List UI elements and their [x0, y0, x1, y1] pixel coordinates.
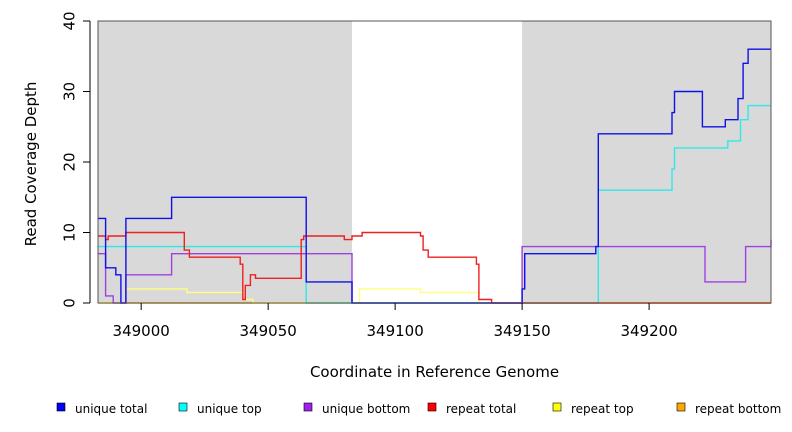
- y-tick-label: 40: [61, 11, 79, 30]
- x-tick-label: 349050: [240, 322, 297, 340]
- x-tick-label: 349100: [367, 322, 424, 340]
- legend-label: repeat bottom: [695, 402, 781, 416]
- x-tick-label: 349150: [493, 322, 550, 340]
- legend-item-unique-bottom: unique bottom: [303, 402, 410, 416]
- x-tick-label: 349000: [113, 322, 170, 340]
- legend-swatch: [178, 402, 188, 412]
- legend-swatch: [303, 402, 313, 412]
- legend-swatch: [427, 402, 437, 412]
- shaded-region-2: [522, 21, 771, 303]
- legend-label: unique total: [75, 402, 147, 416]
- series-line-unique-bottom: [98, 239, 772, 304]
- legend-label: unique bottom: [322, 402, 410, 416]
- legend-label: repeat top: [571, 402, 634, 416]
- y-axis: 0 10 20 30 40: [61, 11, 91, 308]
- series-line-repeat-total: [98, 231, 771, 304]
- y-axis-title: Read Coverage Depth: [22, 82, 40, 247]
- legend-swatch: [676, 402, 686, 412]
- legend-item-repeat-total: repeat total: [427, 402, 516, 416]
- legend: unique total unique top unique bottom repea…: [56, 402, 781, 416]
- legend-swatch: [552, 402, 562, 412]
- x-tick-label: 349200: [620, 322, 677, 340]
- shaded-regions: [98, 21, 771, 303]
- y-tick-label: 0: [61, 298, 79, 308]
- legend-item-unique-top: unique top: [178, 402, 262, 416]
- series-line-repeat-top: [98, 288, 771, 304]
- plot-frame: [97, 20, 772, 304]
- legend-item-repeat-top: repeat top: [552, 402, 634, 416]
- legend-item-repeat-bottom: repeat bottom: [676, 402, 781, 416]
- y-tick-label: 10: [61, 223, 79, 242]
- y-tick-label: 30: [61, 82, 79, 101]
- legend-swatch: [56, 402, 66, 412]
- legend-label: unique top: [197, 402, 262, 416]
- legend-label: repeat total: [446, 402, 516, 416]
- y-tick-label: 20: [61, 152, 79, 171]
- shaded-region-1: [98, 21, 352, 303]
- legend-item-unique-total: unique total: [56, 402, 147, 416]
- x-axis-title: Coordinate in Reference Genome: [310, 363, 559, 381]
- x-axis: 349000 349050 349100 349150 349200: [113, 303, 678, 340]
